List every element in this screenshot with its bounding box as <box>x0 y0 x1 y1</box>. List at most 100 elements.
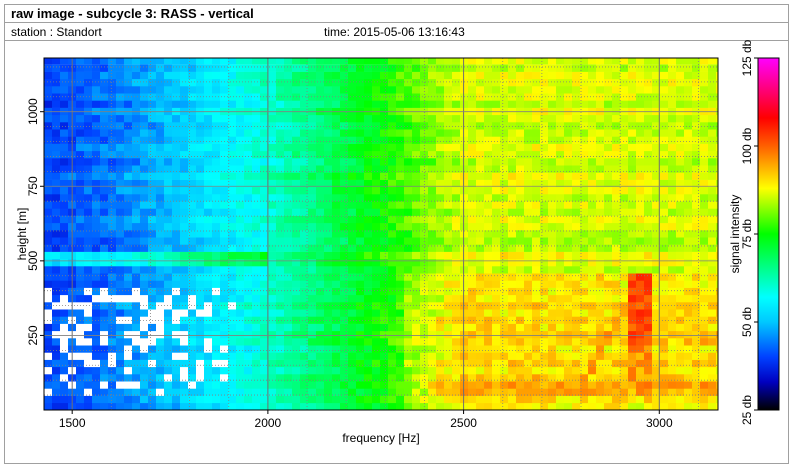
heatmap-cell <box>436 179 444 188</box>
heatmap-cell <box>252 258 260 267</box>
heatmap-cell <box>636 316 644 324</box>
heatmap-cell <box>404 179 412 188</box>
heatmap-cell <box>156 100 164 108</box>
heatmap-cell <box>60 366 68 375</box>
heatmap-cell <box>332 359 340 368</box>
heatmap-cell <box>676 179 684 188</box>
heatmap-cell <box>532 114 540 123</box>
heatmap-cell <box>388 230 396 238</box>
heatmap-cell <box>412 237 420 245</box>
heatmap-cell <box>532 230 540 238</box>
heatmap-cell <box>628 388 636 396</box>
heatmap-cell <box>100 251 108 260</box>
heatmap-cell <box>388 266 396 274</box>
heatmap-cell <box>308 287 316 296</box>
heatmap-cell <box>596 258 604 267</box>
heatmap-cell <box>548 366 556 375</box>
heatmap-cell <box>532 287 540 296</box>
heatmap-cell <box>540 237 548 245</box>
heatmap-cell <box>620 136 628 144</box>
heatmap-cell <box>212 158 220 166</box>
heatmap-cell <box>396 338 404 346</box>
heatmap-cell <box>156 58 164 65</box>
heatmap-cell <box>60 143 68 152</box>
heatmap-cell <box>452 215 460 224</box>
heatmap-cell <box>652 136 660 144</box>
heatmap-cell <box>260 359 268 368</box>
heatmap-cell <box>92 251 100 260</box>
heatmap-cell <box>348 359 356 368</box>
heatmap-cell <box>44 114 52 123</box>
heatmap-cell <box>556 179 564 188</box>
heatmap-cell <box>524 251 532 260</box>
heatmap-cell <box>468 338 476 346</box>
heatmap-cell <box>284 158 292 166</box>
heatmap-cell <box>540 402 548 411</box>
heatmap-cell <box>716 366 718 375</box>
heatmap-cell <box>588 136 596 144</box>
heatmap-cell <box>148 345 156 353</box>
heatmap-cell <box>84 287 92 296</box>
heatmap-cell <box>332 402 340 411</box>
heatmap-cell <box>380 395 388 404</box>
heatmap-cell <box>356 179 364 188</box>
heatmap-cell <box>308 215 316 224</box>
heatmap-cell <box>196 150 204 159</box>
heatmap-cell <box>188 222 196 231</box>
heatmap-cell <box>172 294 180 303</box>
heatmap-cell <box>476 294 484 303</box>
heatmap-cell <box>580 338 588 346</box>
heatmap-cell <box>620 71 628 80</box>
heatmap-cell <box>372 179 380 188</box>
heatmap-cell <box>652 244 660 252</box>
heatmap-cell <box>612 215 620 224</box>
heatmap-cell <box>316 172 324 180</box>
heatmap-cell <box>380 158 388 166</box>
heatmap-cell <box>236 150 244 159</box>
heatmap-cell <box>156 71 164 80</box>
heatmap-cell <box>84 302 92 310</box>
heatmap-cell <box>372 258 380 267</box>
heatmap-cell <box>372 359 380 368</box>
heatmap-cell <box>140 143 148 152</box>
heatmap-cell <box>116 179 124 188</box>
heatmap-cell <box>204 165 212 173</box>
heatmap-cell <box>316 201 324 209</box>
heatmap-cell <box>644 330 652 339</box>
heatmap-cell <box>572 374 580 382</box>
chart-window: raw image - subcycle 3: RASS - vertical … <box>4 4 789 464</box>
heatmap-cell <box>548 359 556 368</box>
heatmap-cell <box>276 352 284 360</box>
heatmap-cell <box>412 230 420 238</box>
heatmap-cell <box>588 100 596 108</box>
heatmap-cell <box>300 352 308 360</box>
heatmap-cell <box>236 230 244 238</box>
heatmap-cell <box>188 186 196 195</box>
heatmap-cell <box>564 258 572 267</box>
heatmap-cell <box>556 338 564 346</box>
heatmap-cell <box>108 352 116 360</box>
heatmap-cell <box>324 78 332 87</box>
heatmap-cell <box>132 395 140 404</box>
heatmap-cell <box>716 230 718 238</box>
heatmap-cell <box>260 143 268 152</box>
heatmap-cell <box>548 194 556 202</box>
heatmap-cell <box>692 201 700 209</box>
heatmap-cell <box>708 402 716 411</box>
heatmap-cell <box>684 266 692 274</box>
heatmap-cell <box>156 294 164 303</box>
heatmap-cell <box>468 323 476 332</box>
heatmap-cell <box>420 316 428 324</box>
heatmap-cell <box>140 402 148 411</box>
heatmap-cell <box>444 309 452 317</box>
heatmap-cell <box>116 402 124 411</box>
heatmap-cell <box>356 345 364 353</box>
heatmap-cell <box>500 287 508 296</box>
heatmap-cell <box>700 388 708 396</box>
heatmap-cell <box>76 136 84 144</box>
heatmap-cell <box>404 374 412 382</box>
heatmap-cell <box>644 230 652 238</box>
heatmap-cell <box>76 150 84 159</box>
heatmap-cell <box>268 186 276 195</box>
heatmap-cell <box>492 136 500 144</box>
